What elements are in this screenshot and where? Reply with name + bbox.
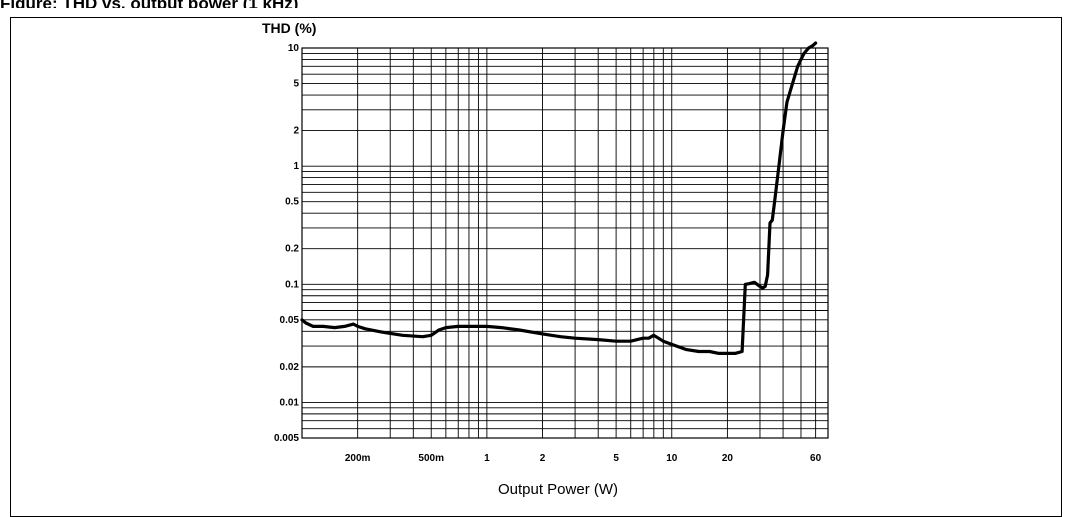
x-tick-label: 60 [810,453,822,464]
x-tick-label: 500m [418,453,444,464]
y-tick-label: 0.01 [280,397,300,408]
x-axis-title: Output Power (W) [498,481,618,498]
x-tick-label: 200m [345,453,371,464]
y-tick-label: 10 [288,43,300,54]
y-tick-label: 0.5 [285,197,299,208]
y-tick-label: 2 [293,126,299,137]
figure-caption: Figure: THD vs. output power (1 kHz) [0,0,760,8]
y-tick-label: 0.005 [274,433,299,444]
thd-curve [300,41,818,355]
y-tick-label: 0.2 [285,244,299,255]
y-tick-label: 0.1 [285,279,299,290]
y-tick-label: 0.02 [280,362,300,373]
thd-vs-power-chart: THD (%) Output Power (W) 10 5 2 1 0.5 0.2 0.1 0… [262,20,829,498]
x-tick-label: 20 [722,453,734,464]
plot-border [301,47,829,439]
x-tick-label: 10 [666,453,678,464]
x-tick-label: 5 [613,453,619,464]
y-axis-title: THD (%) [262,20,316,36]
y-tick-label: 5 [293,79,299,90]
grid [301,47,829,439]
x-tick-label: 1 [484,453,490,464]
x-tick-label: 2 [540,453,546,464]
y-tick-label: 0.05 [280,315,300,326]
y-tick-label: 1 [293,161,299,172]
